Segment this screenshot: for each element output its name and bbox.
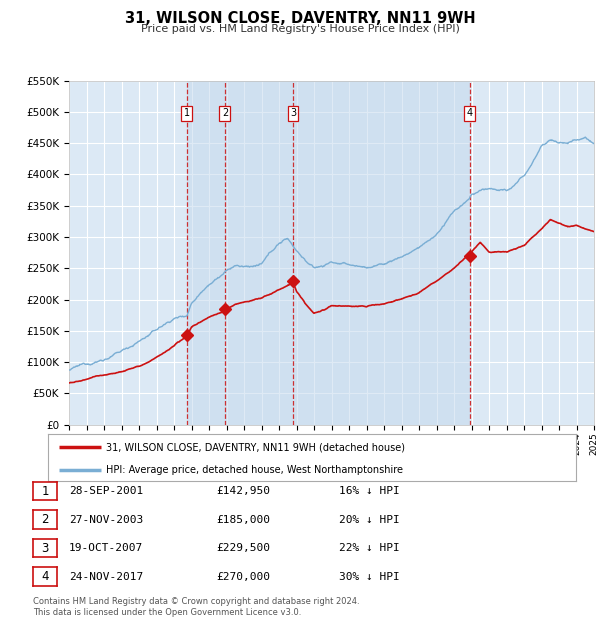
Text: 27-NOV-2003: 27-NOV-2003 [69, 515, 143, 525]
Text: 1: 1 [184, 108, 190, 118]
Text: Price paid vs. HM Land Registry's House Price Index (HPI): Price paid vs. HM Land Registry's House … [140, 24, 460, 33]
Text: 2: 2 [41, 513, 49, 526]
Text: Contains HM Land Registry data © Crown copyright and database right 2024.
This d: Contains HM Land Registry data © Crown c… [33, 598, 359, 617]
Text: £142,950: £142,950 [216, 486, 270, 496]
Text: 4: 4 [41, 570, 49, 583]
Text: 2: 2 [222, 108, 228, 118]
Text: 19-OCT-2007: 19-OCT-2007 [69, 543, 143, 553]
Text: 22% ↓ HPI: 22% ↓ HPI [339, 543, 400, 553]
Text: 3: 3 [41, 542, 49, 554]
Bar [187, 81, 470, 425]
Text: 3: 3 [290, 108, 296, 118]
Text: 24-NOV-2017: 24-NOV-2017 [69, 572, 143, 582]
Text: 28-SEP-2001: 28-SEP-2001 [69, 486, 143, 496]
Text: 31, WILSON CLOSE, DAVENTRY, NN11 9WH: 31, WILSON CLOSE, DAVENTRY, NN11 9WH [125, 11, 475, 26]
Text: £185,000: £185,000 [216, 515, 270, 525]
Text: £229,500: £229,500 [216, 543, 270, 553]
Text: 1: 1 [41, 485, 49, 497]
Text: £270,000: £270,000 [216, 572, 270, 582]
Text: HPI: Average price, detached house, West Northamptonshire: HPI: Average price, detached house, West… [106, 465, 403, 476]
Text: 4: 4 [467, 108, 473, 118]
Text: 20% ↓ HPI: 20% ↓ HPI [339, 515, 400, 525]
Text: 16% ↓ HPI: 16% ↓ HPI [339, 486, 400, 496]
Text: 31, WILSON CLOSE, DAVENTRY, NN11 9WH (detached house): 31, WILSON CLOSE, DAVENTRY, NN11 9WH (de… [106, 442, 405, 452]
Text: 30% ↓ HPI: 30% ↓ HPI [339, 572, 400, 582]
